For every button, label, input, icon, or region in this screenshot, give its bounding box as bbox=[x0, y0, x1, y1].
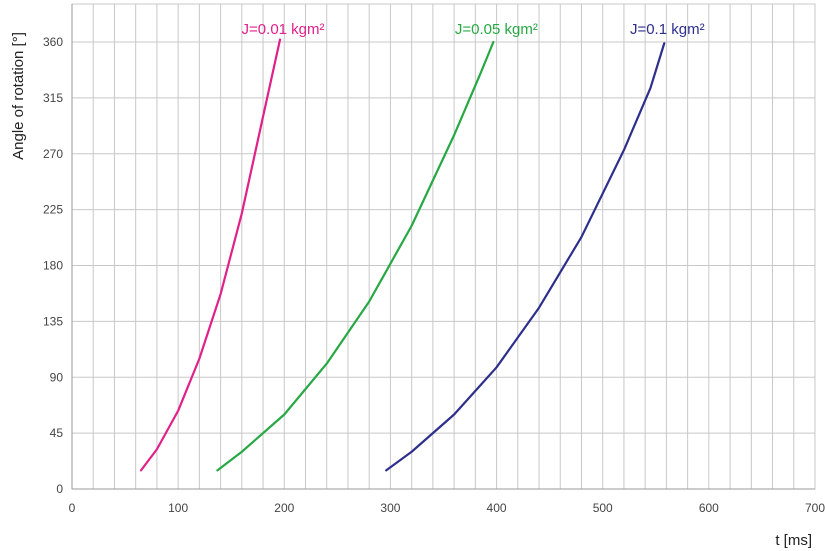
y-tick-label: 225 bbox=[43, 203, 63, 217]
x-tick-label: 400 bbox=[487, 501, 507, 515]
plot-background bbox=[71, 3, 816, 490]
grid bbox=[72, 4, 815, 489]
y-axis-title: Angle of rotation [°] bbox=[10, 32, 27, 160]
x-tick-label: 600 bbox=[699, 501, 719, 515]
x-tick-labels: 0 100 200 300 400 500 600 700 bbox=[69, 501, 825, 515]
x-tick-label: 0 bbox=[69, 501, 76, 515]
series-line-2 bbox=[216, 40, 495, 472]
y-tick-label: 90 bbox=[50, 370, 64, 384]
y-tick-label: 0 bbox=[56, 482, 63, 496]
y-tick-labels: 0 45 90 135 180 225 270 315 360 bbox=[43, 35, 63, 496]
x-tick-label: 500 bbox=[593, 501, 613, 515]
series-label-1: J=0.01 kgm² bbox=[242, 21, 325, 38]
y-tick-label: 135 bbox=[43, 314, 63, 328]
series-labels: J=0.01 kgm² J=0.05 kgm² J=0.1 kgm² bbox=[242, 21, 705, 38]
x-tick-label: 300 bbox=[380, 501, 400, 515]
x-tick-label: 200 bbox=[274, 501, 294, 515]
x-tick-label: 100 bbox=[168, 501, 188, 515]
y-tick-label: 270 bbox=[43, 147, 63, 161]
series-label-2: J=0.05 kgm² bbox=[455, 21, 538, 38]
y-tick-label: 360 bbox=[43, 35, 63, 49]
y-tick-label: 180 bbox=[43, 259, 63, 273]
series-label-3: J=0.1 kgm² bbox=[630, 21, 705, 38]
x-axis-title: t [ms] bbox=[775, 532, 812, 549]
y-tick-label: 315 bbox=[43, 91, 63, 105]
series-line-3 bbox=[385, 42, 666, 472]
series-line-1 bbox=[139, 38, 282, 472]
series bbox=[139, 38, 666, 472]
x-tick-label: 700 bbox=[805, 501, 825, 515]
axes bbox=[71, 4, 815, 490]
y-tick-label: 45 bbox=[50, 426, 64, 440]
